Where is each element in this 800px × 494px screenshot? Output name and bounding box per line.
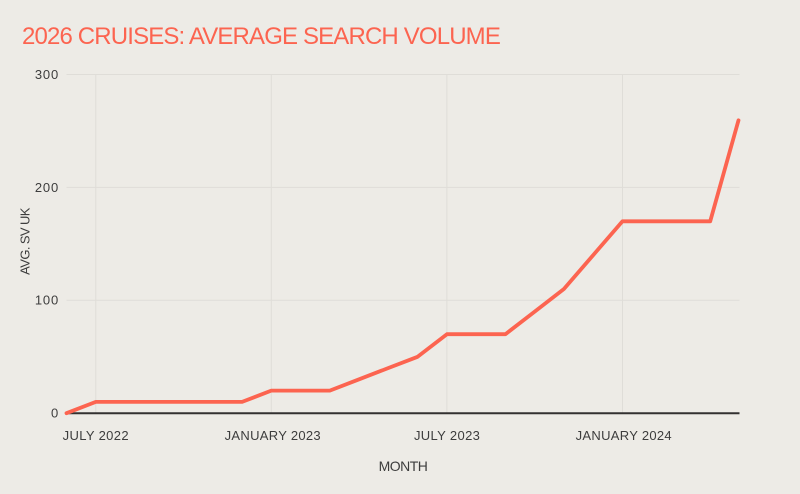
svg-text:100: 100 xyxy=(35,293,59,308)
svg-text:JANUARY 2024: JANUARY 2024 xyxy=(576,428,672,443)
svg-text:2026 CRUISES: AVERAGE SEARCH V: 2026 CRUISES: AVERAGE SEARCH VOLUME xyxy=(22,23,500,50)
svg-text:JANUARY 2023: JANUARY 2023 xyxy=(225,428,321,443)
svg-text:AVG. SV UK: AVG. SV UK xyxy=(18,207,33,275)
svg-text:200: 200 xyxy=(35,180,59,195)
svg-text:MONTH: MONTH xyxy=(379,458,428,474)
svg-text:JULY 2023: JULY 2023 xyxy=(414,428,480,443)
svg-text:300: 300 xyxy=(35,67,59,82)
svg-text:0: 0 xyxy=(51,406,59,421)
svg-text:JULY 2022: JULY 2022 xyxy=(63,428,129,443)
